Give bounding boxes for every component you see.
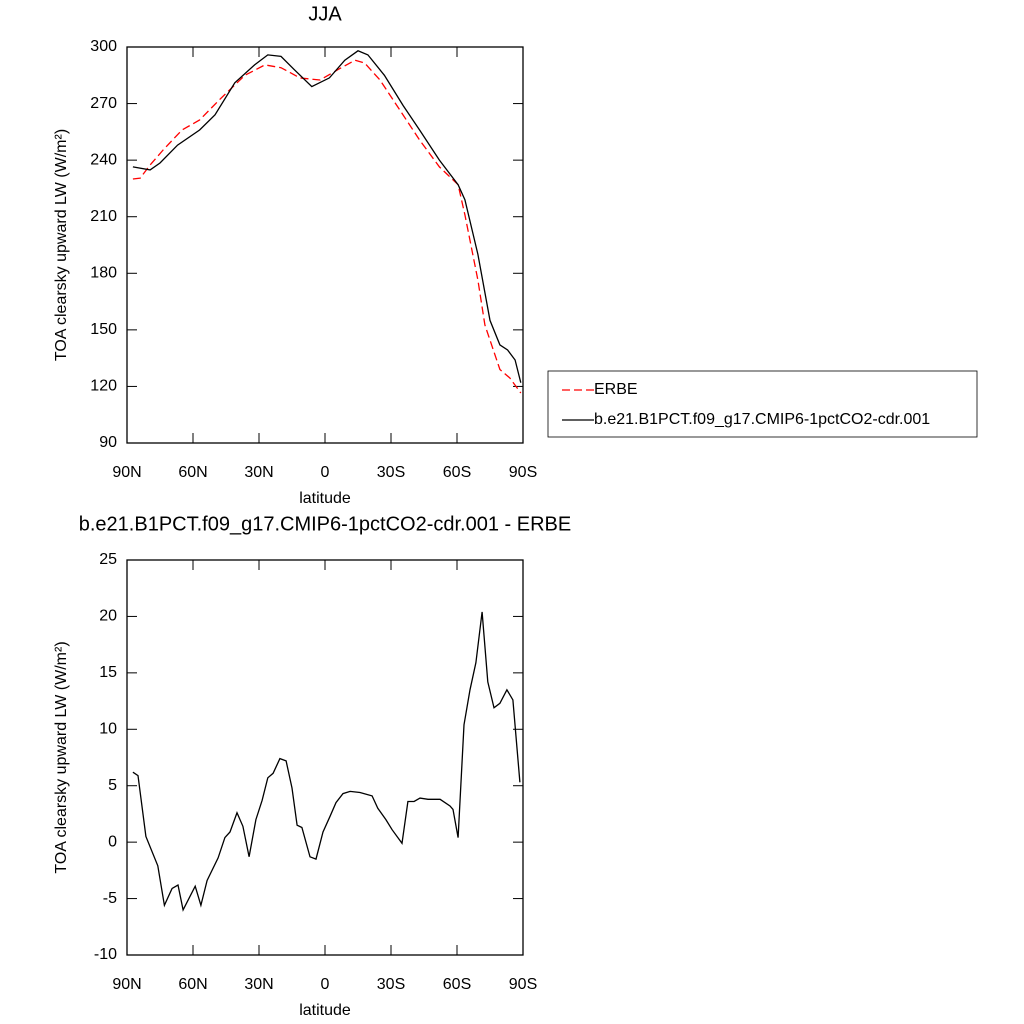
x-tick-label: 90N [112,464,141,481]
chart-title: JJA [308,3,342,25]
x-tick-label: 30N [244,464,273,481]
x-tick-label: 90S [509,976,537,993]
x-tick-label: 60N [178,464,207,481]
legend-box [547,370,978,438]
x-tick-label: 90N [112,976,141,993]
y-axis-label: TOA clearsky upward LW (W/m²) [53,129,70,361]
y-tick-label: 270 [90,95,117,112]
data-line [132,59,522,394]
y-tick-label: 180 [90,265,117,282]
data-line [132,50,522,383]
y-tick-label: 210 [90,208,117,225]
y-tick-label: -5 [103,890,117,907]
legend-label: b.e21.B1PCT.f09_g17.CMIP6-1pctCO2-cdr.00… [594,411,930,428]
x-axis-label: latitude [299,490,351,507]
y-tick-label: 5 [108,777,117,794]
y-tick-label: 20 [99,608,117,625]
y-tick-label: 120 [90,378,117,395]
x-axis-label: latitude [299,1002,351,1019]
y-axis-label: TOA clearsky upward LW (W/m²) [53,641,70,873]
x-tick-label: 0 [321,464,330,481]
x-tick-label: 0 [321,976,330,993]
x-tick-label: 30S [377,464,405,481]
y-tick-label: 0 [108,833,117,850]
data-line [132,611,521,912]
y-tick-label: 150 [90,321,117,338]
x-tick-label: 90S [509,464,537,481]
y-tick-label: 240 [90,151,117,168]
x-tick-label: 30N [244,976,273,993]
y-tick-label: 10 [99,721,117,738]
y-tick-label: 90 [99,434,117,451]
legend-label: ERBE [594,381,638,398]
x-tick-label: 60N [178,976,207,993]
y-tick-label: 15 [99,664,117,681]
x-tick-label: 30S [377,976,405,993]
x-tick-label: 60S [443,464,471,481]
y-tick-label: 300 [90,38,117,55]
y-tick-label: -10 [94,946,117,963]
y-tick-label: 25 [99,551,117,568]
plot-frame [126,559,524,956]
x-tick-label: 60S [443,976,471,993]
plot-frame [126,46,524,444]
chart-title: b.e21.B1PCT.f09_g17.CMIP6-1pctCO2-cdr.00… [79,513,571,535]
